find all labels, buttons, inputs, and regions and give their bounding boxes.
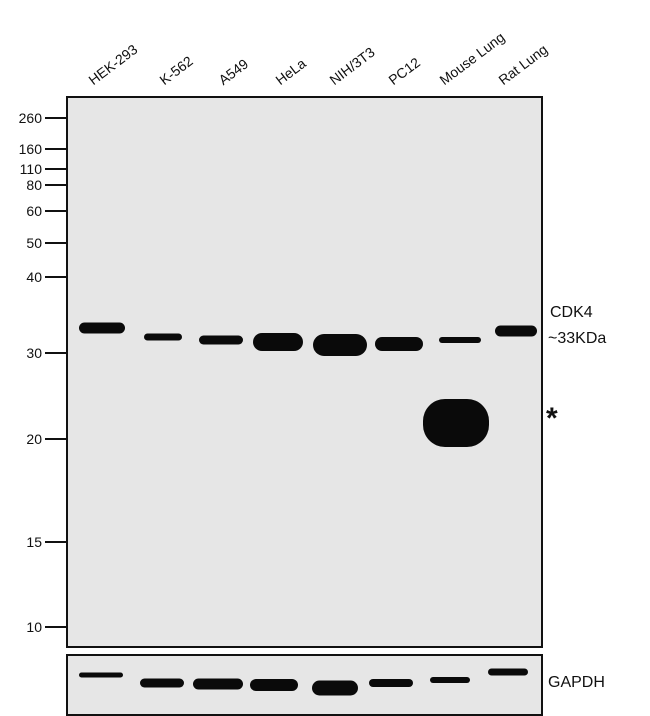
band [495,325,537,337]
mw-tick [45,352,67,354]
band [375,337,423,351]
mw-marker-label: 15 [26,534,42,550]
band [199,335,243,345]
mw-tick [45,276,67,278]
mw-tick [45,626,67,628]
mw-marker-label: 160 [18,141,42,157]
band [488,668,528,676]
mw-marker-label: 80 [26,177,42,193]
band [79,322,125,334]
mw-tick [45,168,67,170]
mw-marker-label: 110 [19,161,42,177]
band [140,678,184,688]
band [193,678,243,690]
band [439,337,481,343]
band [423,399,489,447]
band [250,679,298,691]
mw-marker-label: 60 [26,203,42,219]
loading-control-label: GAPDH [548,674,605,691]
band [430,677,470,683]
mw-tick [45,541,67,543]
main-blot-panel [66,96,543,648]
band [369,679,413,687]
mw-marker-label: 50 [26,235,42,251]
band [79,672,123,678]
mw-tick [45,184,67,186]
nonspecific-asterisk: * [546,402,558,435]
mw-tick [45,210,67,212]
mw-marker-label: 260 [18,110,42,126]
band [313,334,367,356]
mw-marker-label: 10 [26,619,42,635]
target-name-label: CDK4 [550,304,593,321]
mw-marker-label: 30 [26,345,42,361]
target-size-label: ~33KDa [548,330,607,347]
band [312,680,358,696]
mw-marker-label: 20 [26,431,42,447]
mw-tick [45,438,67,440]
mw-tick [45,242,67,244]
mw-marker-label: 40 [26,269,42,285]
mw-tick [45,117,67,119]
band [253,333,303,351]
mw-tick [45,148,67,150]
band [144,333,182,341]
